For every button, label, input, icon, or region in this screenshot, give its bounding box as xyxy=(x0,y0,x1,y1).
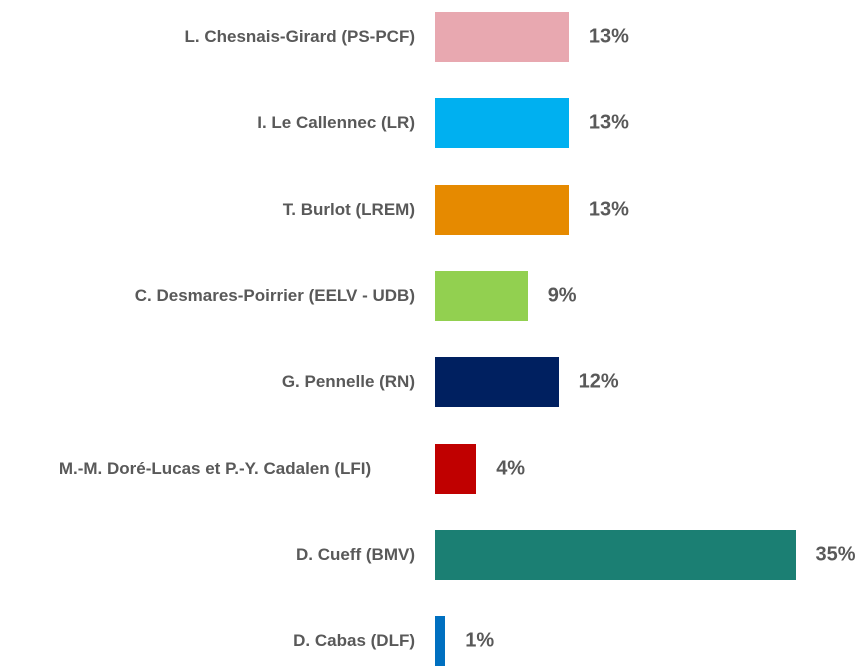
category-label: T. Burlot (LREM) xyxy=(282,199,415,219)
category-label: G. Pennelle (RN) xyxy=(281,372,415,392)
bar xyxy=(435,98,569,149)
value-label: 13% xyxy=(588,25,629,48)
bar xyxy=(435,270,528,321)
bar xyxy=(435,184,569,235)
bar xyxy=(435,443,477,494)
bar xyxy=(435,12,569,62)
category-label: M.-M. Doré-Lucas et P.-Y. Cadalen (LFI) xyxy=(58,458,372,478)
category-label: L. Chesnais-Girard (PS-PCF) xyxy=(184,27,415,46)
category-label: D. Cabas (DLF) xyxy=(293,631,415,651)
value-label: 4% xyxy=(496,457,526,479)
category-label: C. Desmares-Poirrier (EELV - UDB) xyxy=(134,285,415,305)
category-label: D. Cueff (BMV) xyxy=(296,544,415,564)
value-label: 35% xyxy=(815,543,856,566)
category-label: I. Le Callennec (LR) xyxy=(257,113,415,133)
value-label: 1% xyxy=(465,629,495,652)
value-label: 13% xyxy=(588,198,629,221)
value-label: 13% xyxy=(588,111,629,134)
bar xyxy=(435,616,446,666)
bar xyxy=(435,357,559,408)
value-label: 12% xyxy=(578,370,619,393)
bar xyxy=(435,529,796,580)
value-label: 9% xyxy=(547,284,577,307)
